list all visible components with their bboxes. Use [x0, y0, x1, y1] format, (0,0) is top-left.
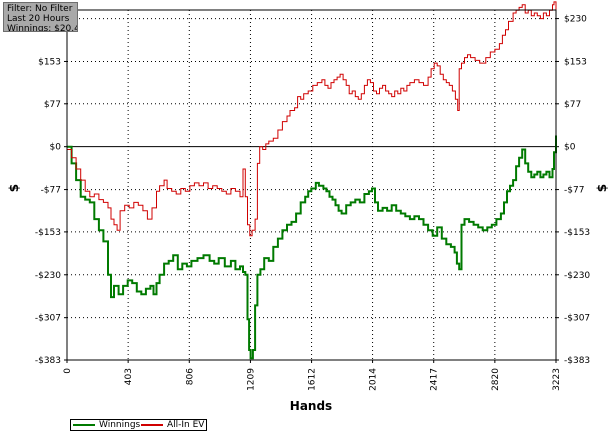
series-layer: [67, 1, 557, 360]
y-tick-label-left: -$383: [35, 356, 61, 366]
y-tick-label-right: $0: [564, 143, 576, 153]
tick-layer: $230$230$153$153$77$77$0$0-$77-$77-$153-…: [35, 15, 591, 391]
series-line-allin-ev: [67, 1, 557, 237]
y-tick-label-right: -$307: [564, 314, 590, 324]
frame-layer: [66, 9, 557, 361]
filter-info-line: Filter: No Filter: [7, 4, 73, 14]
y-tick-label-left: $77: [44, 100, 61, 110]
x-tick-label: 1612: [308, 368, 318, 391]
y-tick-label-left: $0: [50, 143, 62, 153]
y-tick-label-right: -$153: [564, 228, 590, 238]
x-tick-label: 1209: [246, 368, 256, 391]
winnings-info-line: Winnings: $20.45: [7, 24, 78, 32]
x-tick-label: 3223: [552, 368, 562, 391]
legend-swatch-allin-ev: [141, 424, 163, 426]
y-tick-label-left: -$153: [35, 228, 61, 238]
y-tick-label-left: -$307: [35, 314, 61, 324]
y-axis-title-right: $: [595, 184, 609, 192]
series-line-winnings: [67, 135, 557, 360]
legend-item-allin-ev: All-In EV: [141, 420, 205, 430]
y-tick-label-left: $153: [38, 57, 61, 67]
chart-legend: Winnings All-In EV: [70, 419, 207, 431]
plot-frame: [66, 9, 557, 361]
x-tick-label: 403: [124, 368, 134, 385]
y-tick-label-right: $153: [564, 57, 587, 67]
y-tick-label-right: -$383: [564, 356, 590, 366]
x-tick-label: 2820: [491, 368, 501, 391]
y-tick-label-left: -$230: [35, 271, 61, 281]
y-axis-title-left: $: [7, 184, 21, 192]
x-axis-title: Hands: [290, 399, 332, 413]
y-tick-label-left: -$77: [41, 186, 61, 196]
y-tick-label-right: $230: [564, 15, 587, 25]
legend-label-allin-ev: All-In EV: [167, 420, 205, 430]
y-tick-label-right: $77: [564, 100, 581, 110]
plot-background: [67, 10, 556, 360]
grid-layer: [67, 10, 556, 361]
legend-item-winnings: Winnings: [73, 420, 141, 430]
filter-info-box: Filter: No Filter Last 20 Hours Winnings…: [3, 2, 78, 32]
x-tick-label: 2014: [369, 368, 379, 391]
legend-swatch-winnings: [73, 424, 95, 426]
y-tick-label-right: -$77: [564, 186, 584, 196]
legend-label-winnings: Winnings: [99, 420, 141, 430]
y-tick-label-right: -$230: [564, 271, 590, 281]
x-tick-label: 806: [185, 368, 195, 385]
x-tick-label: 2417: [430, 368, 440, 391]
x-tick-label: 0: [63, 368, 73, 374]
time-info-line: Last 20 Hours: [7, 14, 70, 24]
